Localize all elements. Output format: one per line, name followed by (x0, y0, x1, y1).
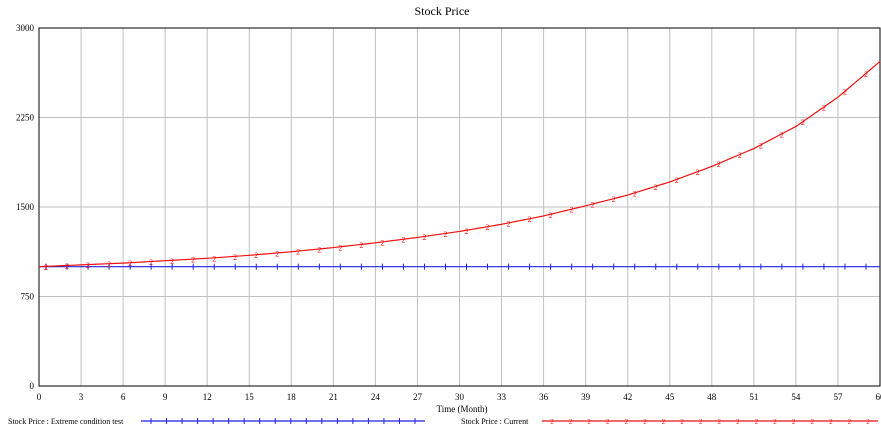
x-axis-label: Time (Month) (437, 404, 488, 414)
y-tick-label: 3000 (16, 23, 35, 33)
series-marker: 2 (822, 103, 826, 112)
series-marker: 2 (675, 176, 679, 185)
series-marker: 2 (233, 253, 237, 262)
x-axis-ticks: 03691215182124273033363942454851545760 (37, 392, 881, 402)
legend-marker: 2 (643, 418, 647, 426)
legend-marker: 2 (587, 418, 591, 426)
x-tick-label: 21 (329, 392, 338, 402)
series-marker: 2 (633, 189, 637, 198)
legend-item: Stock Price : Extreme condition test (8, 417, 425, 426)
series-marker: 2 (338, 243, 342, 252)
series-marker: 2 (843, 88, 847, 97)
series-marker: 2 (780, 130, 784, 139)
series-marker: 2 (549, 211, 553, 220)
series-marker: 2 (44, 263, 48, 272)
series-marker: 2 (422, 233, 426, 242)
x-tick-label: 0 (37, 392, 42, 402)
legend-marker: 2 (699, 418, 703, 426)
x-tick-label: 51 (749, 392, 758, 402)
series-marker: 2 (191, 256, 195, 265)
x-tick-label: 33 (497, 392, 507, 402)
series-marker: 2 (170, 257, 174, 266)
y-axis-ticks: 0 750 1500 2250 3000 (16, 23, 35, 391)
x-tick-label: 60 (876, 392, 881, 402)
series-marker: 2 (759, 141, 763, 150)
series-marker: 2 (717, 160, 721, 169)
series-marker: 2 (696, 168, 700, 177)
legend-marker: 2 (662, 418, 666, 426)
legend-marker: 2 (718, 418, 722, 426)
x-tick-label: 48 (707, 392, 717, 402)
legend-marker: 2 (606, 418, 610, 426)
y-tick-label: 750 (21, 292, 35, 302)
legend-marker: 2 (625, 418, 629, 426)
x-tick-label: 3 (79, 392, 84, 402)
series-marker: 2 (443, 230, 447, 239)
series-marker: 2 (275, 249, 279, 258)
y-tick-label: 1500 (16, 202, 35, 212)
x-tick-label: 57 (833, 392, 843, 402)
x-tick-label: 12 (203, 392, 212, 402)
series-marker: 2 (528, 215, 532, 224)
legend-marker: 2 (569, 418, 573, 426)
legend-marker: 2 (829, 418, 833, 426)
series-marker: 2 (128, 259, 132, 268)
legend-marker: 2 (792, 418, 796, 426)
series-marker: 2 (254, 251, 258, 260)
legend-marker: 2 (736, 418, 740, 426)
legend-marker: 2 (810, 418, 814, 426)
legend-label: Stock Price : Current (461, 417, 529, 426)
series-marker: 2 (801, 118, 805, 127)
legend-marker: 2 (680, 418, 684, 426)
x-tick-label: 36 (539, 392, 549, 402)
legend-marker: 2 (755, 418, 759, 426)
legend-marker: 2 (848, 418, 852, 426)
series-marker: 2 (107, 260, 111, 269)
chart-title: Stock Price (415, 4, 470, 18)
x-tick-label: 39 (581, 392, 591, 402)
legend-item: Stock Price : Current 2 2 2 2 2 2 2 2 2 2 2 2 2 2 2 2 2 2 (461, 417, 878, 426)
series-marker: 2 (65, 262, 69, 271)
series-marker: 2 (86, 261, 90, 270)
series-marker: 2 (317, 245, 321, 254)
series-marker: 2 (507, 219, 511, 228)
x-tick-label: 15 (245, 392, 255, 402)
series-marker: 2 (864, 70, 868, 79)
series-marker: 2 (738, 151, 742, 160)
x-tick-label: 24 (371, 392, 381, 402)
series-marker: 2 (570, 206, 574, 215)
legend-marker: 2 (773, 418, 777, 426)
series-marker: 2 (654, 183, 658, 192)
x-tick-label: 18 (287, 392, 297, 402)
x-tick-label: 42 (623, 392, 632, 402)
series-marker: 2 (591, 201, 595, 210)
series-marker: 2 (612, 195, 616, 204)
x-tick-label: 6 (121, 392, 126, 402)
series-marker: 2 (359, 241, 363, 250)
legend: Stock Price : Extreme condition test Stoc… (8, 417, 878, 426)
x-tick-label: 9 (163, 392, 168, 402)
y-tick-label: 0 (30, 381, 35, 391)
legend-marker: 2 (550, 418, 554, 426)
legend-label: Stock Price : Extreme condition test (8, 417, 124, 426)
series-marker: 2 (380, 238, 384, 247)
series-marker: 2 (486, 223, 490, 232)
x-tick-label: 27 (413, 392, 423, 402)
x-tick-label: 30 (455, 392, 465, 402)
series-marker: 2 (401, 236, 405, 245)
y-tick-label: 2250 (16, 113, 35, 123)
x-tick-label: 54 (791, 392, 801, 402)
series-marker: 2 (465, 227, 469, 236)
series-marker: 2 (149, 258, 153, 267)
series-marker: 2 (296, 248, 300, 257)
x-tick-label: 45 (665, 392, 675, 402)
grid-lines (39, 28, 880, 386)
legend-marker: 2 (866, 418, 870, 426)
series-marker: 2 (212, 254, 216, 263)
